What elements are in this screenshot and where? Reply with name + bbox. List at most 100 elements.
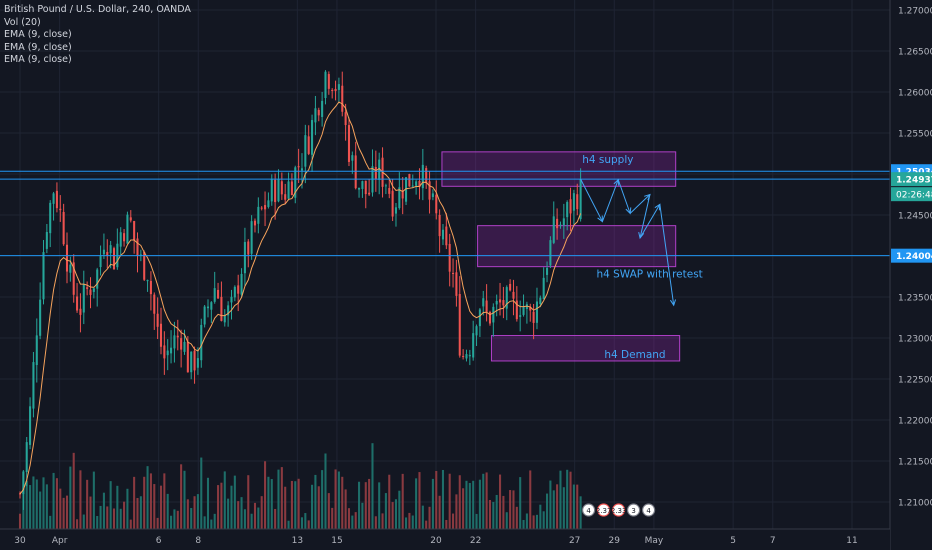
candle-body — [418, 180, 421, 187]
candle-body — [505, 287, 508, 309]
candle-body — [196, 358, 199, 368]
price-label-text[interactable]: 1.24004 — [896, 252, 932, 262]
volume-bar — [512, 490, 515, 529]
volume-bar — [576, 484, 579, 529]
volume-bar — [337, 471, 340, 529]
volume-bar — [388, 474, 391, 529]
event-marker-label[interactable]: 2.33 — [611, 507, 627, 515]
volume-bar — [186, 499, 189, 529]
price-label-badge[interactable] — [891, 248, 932, 263]
candle-body — [388, 188, 391, 194]
projection-segment — [639, 204, 661, 239]
candle-body — [190, 351, 193, 373]
volume-bar — [499, 474, 502, 529]
volume-bar — [401, 473, 404, 529]
event-marker-label[interactable]: 2.37 — [596, 507, 612, 515]
candle-body — [374, 166, 377, 180]
volume-bar — [176, 510, 179, 529]
volume-bar — [143, 476, 146, 529]
price-tick-label: 1.21500 — [898, 458, 932, 468]
candle-body — [512, 291, 515, 299]
volume-bar — [183, 470, 186, 529]
time-tick-label: May — [645, 536, 664, 546]
volume-bar — [556, 484, 559, 529]
time-tick-label: 22 — [470, 536, 481, 546]
candle-body — [264, 205, 267, 210]
event-marker-icon[interactable] — [612, 503, 626, 517]
volume-bar — [65, 495, 69, 529]
volume-bar — [82, 514, 85, 529]
candle-body — [532, 311, 535, 323]
volume-bar — [331, 507, 334, 529]
volume-bar — [277, 469, 280, 529]
volume-bar — [452, 513, 455, 529]
candle-body — [358, 187, 361, 190]
time-tick-label: 13 — [292, 536, 303, 546]
countdown-badge[interactable] — [891, 187, 932, 202]
event-marker-icon[interactable] — [597, 503, 611, 517]
volume-bar — [139, 496, 142, 529]
volume-bar — [344, 489, 347, 529]
event-marker-icon[interactable] — [642, 503, 656, 517]
candle-body — [240, 273, 243, 295]
volume-bar — [112, 508, 116, 529]
event-marker-label[interactable]: 4 — [646, 507, 651, 515]
price-tick-label: 1.25500 — [898, 130, 932, 140]
candle-body — [559, 224, 562, 226]
candle-body — [65, 244, 69, 272]
candle-body — [250, 221, 253, 254]
symbol-title[interactable]: British Pound / U.S. Dollar, 240, OANDA — [4, 4, 191, 15]
event-marker-icon[interactable] — [582, 503, 596, 517]
candle-body — [408, 174, 411, 187]
volume-bar — [321, 470, 324, 529]
volume-bar — [297, 478, 300, 529]
indicator-volume[interactable]: Vol (20) — [4, 16, 41, 28]
volume-bar — [472, 480, 475, 529]
event-marker-label[interactable]: 4 — [586, 507, 591, 515]
candle-body — [243, 242, 246, 274]
countdown-text[interactable]: 02:26:48 — [896, 191, 932, 201]
candle-body — [29, 406, 32, 445]
event-markers[interactable]: 4 2.37 2.33 3 4 — [582, 503, 656, 517]
volume-bar — [519, 477, 522, 529]
candle-body — [39, 299, 42, 336]
volume-bar — [116, 485, 119, 529]
price-label-text[interactable]: 1.24937 — [896, 176, 932, 186]
volume-bar — [525, 513, 528, 529]
volume-bar — [260, 496, 263, 529]
candle-body — [220, 296, 223, 321]
price-axis[interactable]: 1.270001.265001.260001.255001.250001.245… — [889, 0, 932, 550]
volume-bar — [102, 492, 105, 529]
volume-bar — [99, 505, 102, 529]
volume-bar — [123, 501, 126, 529]
price-tick-label: 1.23500 — [898, 294, 932, 304]
indicator-ema-3[interactable]: EMA (9, close) — [4, 54, 72, 65]
volume-bar — [354, 512, 357, 529]
candle-body — [287, 181, 290, 199]
candle-body — [223, 315, 226, 323]
time-axis[interactable]: 30 Apr 6 8 13 15 20 22 27 29 May 5 7 11 — [0, 528, 890, 550]
indicator-ema-2[interactable]: EMA (9, close) — [4, 41, 72, 53]
candle-body — [445, 226, 448, 246]
candle-body — [139, 254, 142, 256]
volume-bar — [76, 519, 79, 529]
zone-rect — [490, 335, 681, 362]
price-label-badge[interactable] — [891, 172, 932, 187]
volume-bar — [478, 479, 481, 529]
candle-body — [452, 273, 455, 275]
candle-body — [441, 229, 445, 240]
candle-body — [495, 300, 498, 305]
indicator-ema-1[interactable]: EMA (9, close) — [4, 29, 72, 40]
event-marker-icon[interactable] — [627, 503, 641, 517]
event-marker-label[interactable]: 3 — [631, 507, 635, 515]
candle-body — [485, 300, 488, 312]
volume-bar — [163, 473, 166, 529]
candle-body — [102, 249, 105, 255]
volume-bar — [39, 491, 42, 529]
candle-body — [280, 181, 283, 195]
candle-body — [126, 214, 129, 244]
candle-body — [499, 299, 502, 303]
volume-bar — [170, 515, 173, 529]
volume-bar — [448, 473, 451, 529]
